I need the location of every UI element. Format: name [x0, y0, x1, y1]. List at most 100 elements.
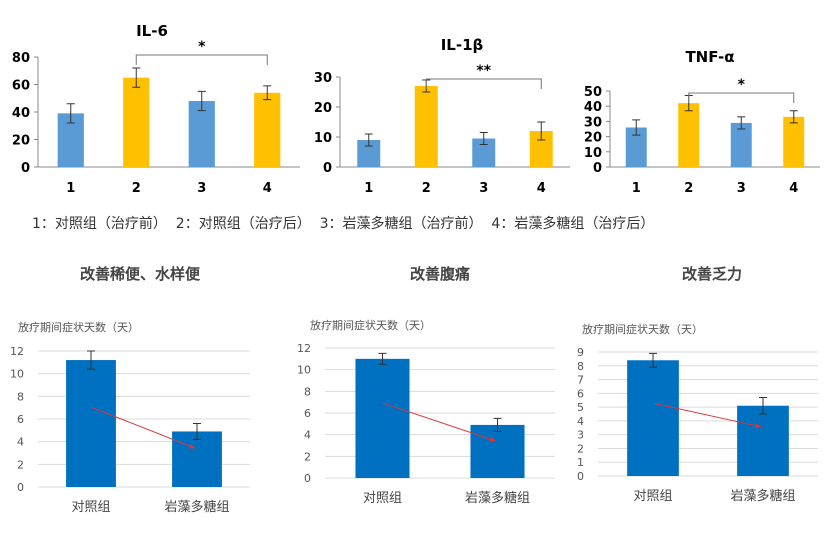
error-bar	[66, 103, 75, 124]
y-tick-label: 0	[21, 161, 30, 176]
error-bar	[789, 110, 798, 124]
significance-label: *	[198, 39, 206, 55]
x-tick-label: 岩藻多糖组	[730, 488, 795, 504]
x-tick-label: 2	[422, 181, 431, 196]
y-tick-label: 80	[12, 51, 30, 66]
error-bar	[632, 119, 641, 136]
chart-title: IL-6	[136, 22, 168, 40]
arrow-head	[189, 443, 195, 449]
x-tick-label: 对照组	[71, 500, 110, 515]
bar	[737, 405, 789, 476]
bar	[188, 101, 215, 167]
y-tick-label: 9	[577, 346, 584, 359]
bar	[357, 140, 381, 167]
y-tick-label: 0	[17, 481, 24, 494]
y-tick-label: 40	[12, 106, 30, 121]
error-bar	[649, 352, 657, 368]
bar	[470, 424, 525, 478]
y-tick-label: 6	[577, 387, 584, 400]
chart-title: 改善乏力	[682, 265, 742, 283]
x-tick-label: 2	[132, 181, 141, 196]
y-tick-label: 20	[12, 134, 30, 149]
y-tick-label: 1	[577, 456, 584, 469]
x-tick-label: 4	[789, 181, 798, 196]
y-tick-label: 2	[304, 450, 311, 463]
y-tick-label: 5	[577, 401, 584, 414]
y-tick-label: 2	[17, 458, 24, 471]
error-bar	[737, 116, 746, 130]
group-legend: 1：对照组（治疗前） 2：对照组（治疗后） 3：岩藻多糖组（治疗前） 4：岩藻多…	[32, 215, 654, 232]
x-tick-label: 1	[66, 181, 75, 196]
y-tick-label: 12	[10, 345, 24, 358]
x-tick-label: 岩藻多糖组	[465, 490, 530, 506]
y-axis-label: 放疗期间症状天数（天）	[18, 320, 139, 334]
y-tick-label: 60	[12, 79, 30, 94]
error-bar	[197, 90, 206, 112]
y-axis-label: 放疗期间症状天数（天）	[310, 318, 431, 332]
x-tick-label: 4	[537, 181, 546, 196]
bar	[627, 360, 679, 476]
y-tick-label: 10	[297, 364, 311, 377]
y-tick-label: 6	[17, 413, 24, 426]
trend-arrow	[652, 402, 762, 428]
x-tick-label: 2	[684, 181, 693, 196]
error-bar	[87, 350, 95, 370]
error-bar	[132, 67, 141, 88]
y-tick-label: 20	[314, 101, 332, 116]
y-tick-label: 40	[584, 100, 602, 115]
bar	[123, 77, 150, 167]
bar	[172, 431, 222, 487]
bar	[254, 92, 281, 167]
trend-arrow	[382, 402, 496, 442]
significance-label: **	[476, 63, 491, 79]
bar	[355, 358, 410, 478]
y-tick-label: 0	[593, 161, 602, 176]
bar	[66, 360, 116, 487]
error-bar	[479, 132, 488, 145]
y-tick-label: 0	[304, 472, 311, 485]
arrow-head	[489, 436, 496, 442]
trend-arrow	[90, 406, 196, 449]
y-tick-label: 4	[304, 429, 311, 442]
y-tick-label: 30	[584, 115, 602, 130]
y-axis-label: 放疗期间症状天数（天）	[582, 322, 703, 336]
y-tick-label: 10	[314, 131, 332, 146]
y-tick-label: 8	[17, 390, 24, 403]
y-tick-label: 6	[304, 407, 311, 420]
x-tick-label: 对照组	[363, 491, 402, 506]
x-tick-label: 3	[737, 181, 746, 196]
error-bar	[378, 352, 387, 365]
y-tick-label: 3	[577, 429, 584, 442]
bar	[472, 138, 496, 167]
significance-bracket	[135, 54, 268, 65]
bar	[625, 127, 647, 167]
y-tick-label: 8	[304, 385, 311, 398]
error-bar	[759, 396, 767, 415]
y-tick-label: 0	[323, 161, 332, 176]
x-tick-label: 3	[479, 181, 488, 196]
x-tick-label: 4	[263, 181, 272, 196]
y-tick-label: 7	[577, 374, 584, 387]
y-tick-label: 10	[10, 368, 24, 381]
chart-title: 改善稀便、水样便	[80, 265, 201, 283]
bar	[730, 122, 752, 167]
y-tick-label: 4	[577, 415, 584, 428]
x-tick-label: 岩藻多糖组	[164, 499, 229, 515]
x-tick-label: 1	[364, 181, 373, 196]
y-tick-label: 4	[17, 436, 24, 449]
bar	[414, 86, 438, 167]
error-bar	[493, 417, 502, 432]
x-tick-label: 对照组	[633, 489, 672, 504]
chart-title: 改善腹痛	[410, 265, 470, 283]
error-bar	[537, 121, 546, 141]
chart-title: TNF-α	[685, 48, 734, 66]
bar	[783, 116, 805, 167]
significance-label: *	[738, 77, 746, 93]
arrow-head	[755, 423, 761, 429]
x-tick-label: 1	[632, 181, 641, 196]
error-bar	[193, 423, 201, 440]
y-tick-label: 8	[577, 360, 584, 373]
y-tick-label: 50	[584, 85, 602, 100]
x-tick-label: 3	[197, 181, 206, 196]
bar	[678, 103, 700, 167]
